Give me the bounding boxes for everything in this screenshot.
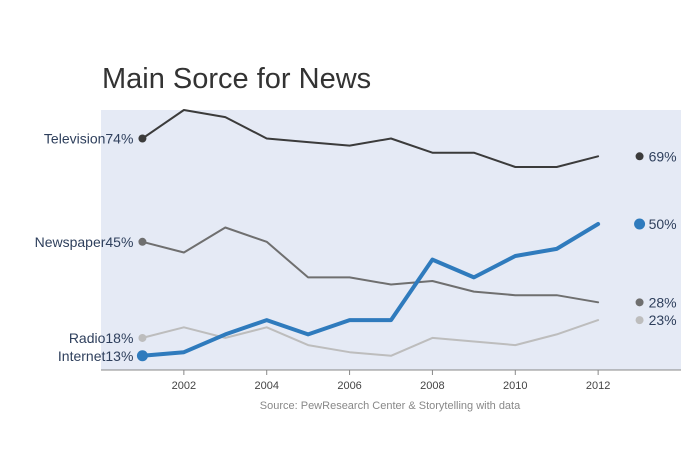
start-label-internet: Internet13%: [58, 348, 134, 364]
end-point-television: [635, 152, 644, 161]
end-label-internet: 50%: [649, 216, 677, 232]
x-tick-label: 2012: [586, 380, 610, 392]
x-ticks: 2002 2004 2006 2008 2010 2012: [172, 370, 610, 392]
start-point-radio: [138, 333, 147, 342]
start-label-newspaper: Newspaper45%: [35, 234, 134, 250]
start-point-television: [138, 134, 147, 143]
end-label-radio: 23%: [649, 312, 677, 328]
end-label-newspaper: 28%: [649, 294, 677, 310]
x-tick-label: 2008: [420, 380, 444, 392]
end-point-internet: [634, 218, 646, 230]
series-internet: Internet13% 50%: [58, 216, 677, 364]
x-tick-label: 2004: [254, 380, 278, 392]
start-point-newspaper: [138, 237, 147, 246]
source-note: Source: PewResearch Center & Storytellin…: [260, 400, 521, 412]
chart-title: Main Sorce for News: [102, 63, 371, 95]
start-point-internet: [136, 350, 148, 362]
x-tick-label: 2006: [337, 380, 361, 392]
series-newspaper: Newspaper45% 28%: [35, 226, 677, 310]
end-label-television: 69%: [649, 148, 677, 164]
end-point-radio: [635, 316, 644, 325]
plot-area: [101, 110, 681, 370]
series-television: Television74% 69%: [44, 109, 677, 168]
x-tick-label: 2002: [172, 380, 196, 392]
series-line-newspaper: [141, 226, 600, 304]
series-layer: Television74% 69% Newspaper45% 28% Radio18% 2…: [35, 109, 677, 364]
series-line-television: [141, 109, 600, 168]
start-label-radio: Radio18%: [69, 330, 134, 346]
end-point-newspaper: [635, 298, 644, 307]
series-line-internet: [140, 222, 601, 358]
start-label-television: Television74%: [44, 130, 134, 146]
x-tick-label: 2010: [503, 380, 527, 392]
